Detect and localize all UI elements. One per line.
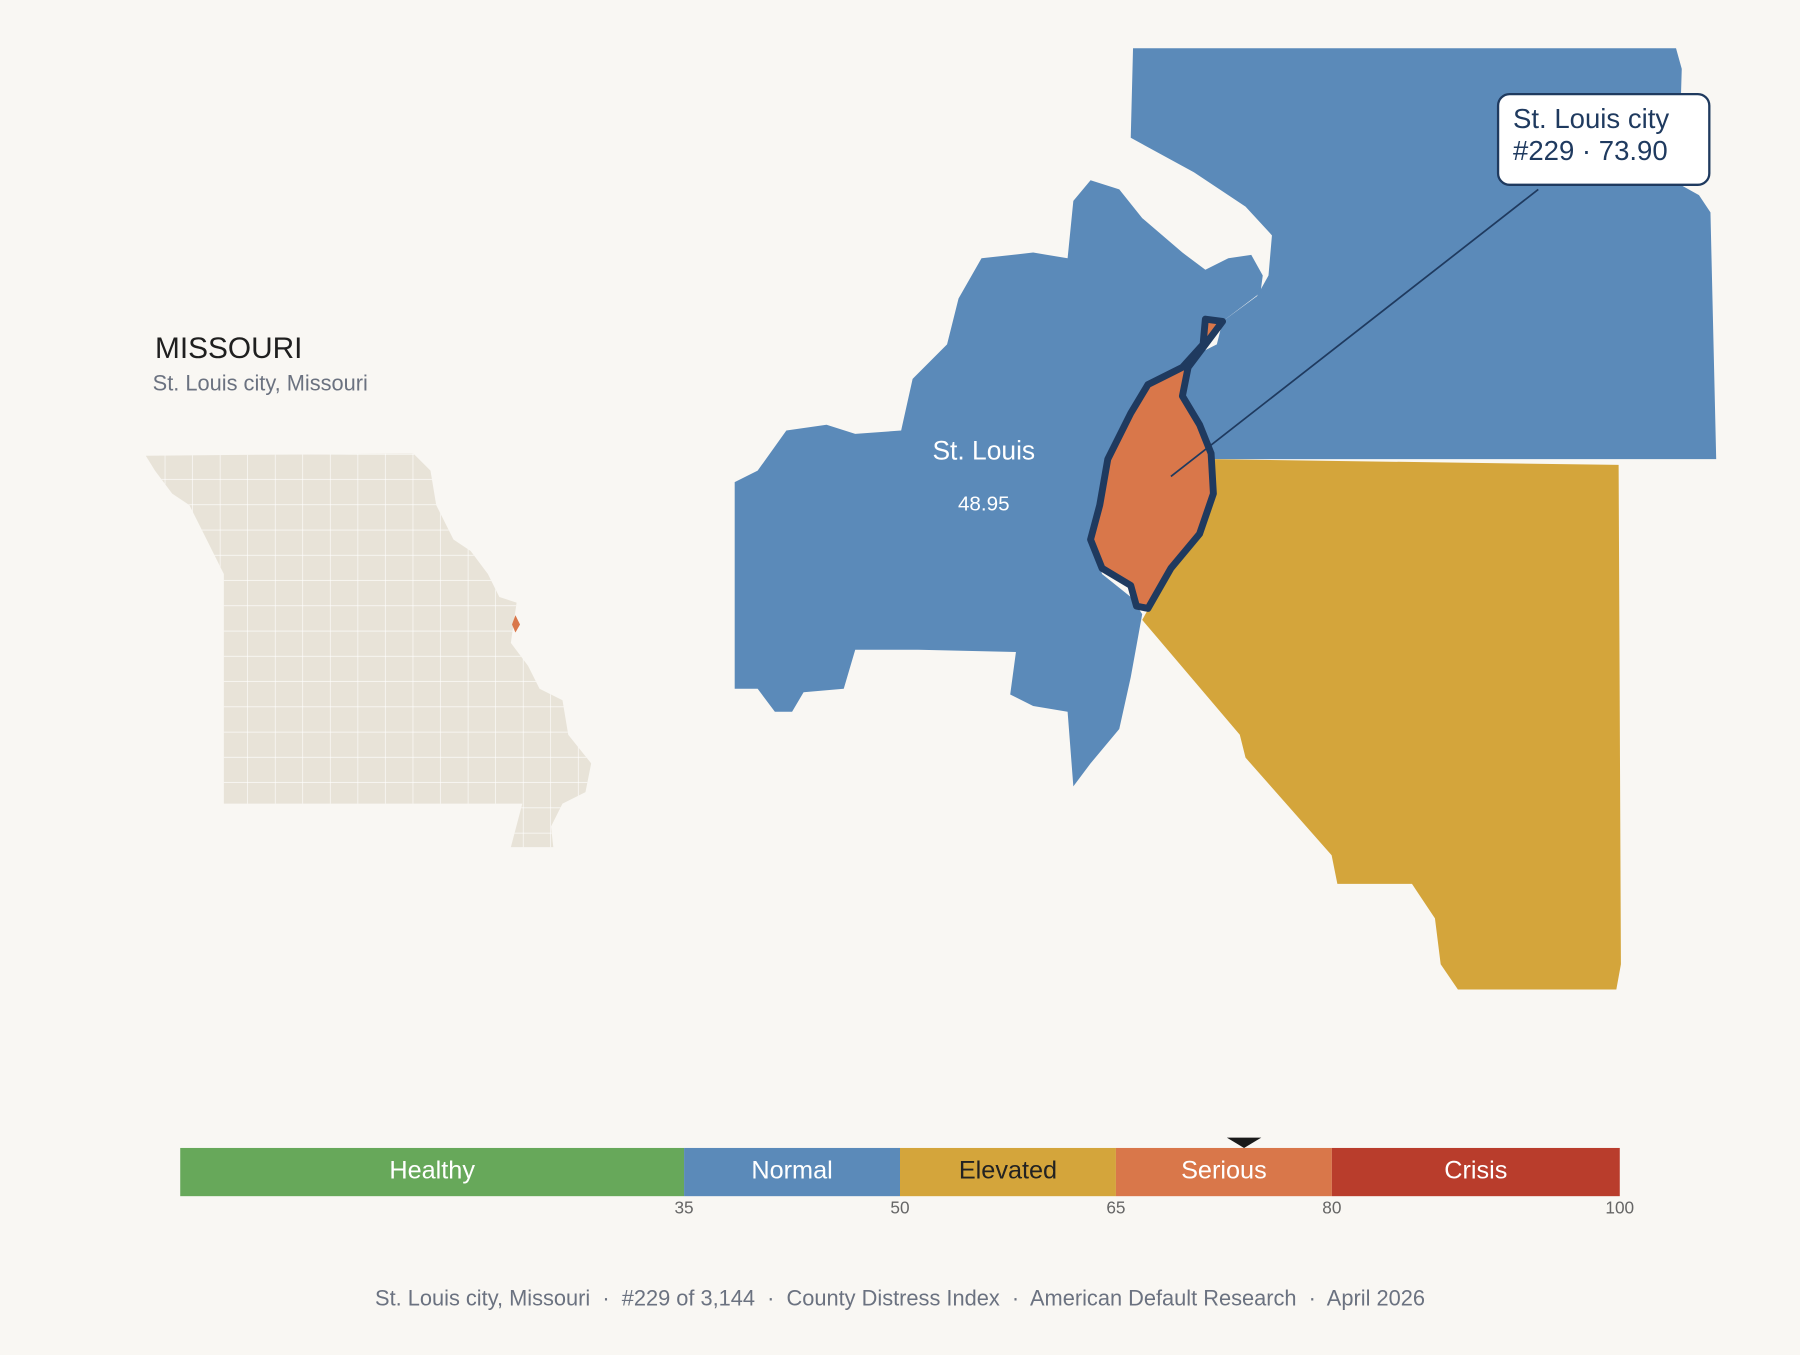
county-label: St. Louis <box>932 435 1035 465</box>
legend-band <box>1115 1147 1332 1197</box>
tick-label: 35 <box>674 1197 693 1217</box>
inset-highlight <box>511 615 521 633</box>
value-marker <box>1226 1137 1262 1148</box>
legend-label: Crisis <box>1444 1157 1507 1185</box>
subtitle: St. Louis city, Missouri <box>153 370 368 395</box>
tick-label: 80 <box>1322 1197 1341 1217</box>
legend-label: Healthy <box>389 1157 475 1185</box>
county-shape <box>734 180 1263 787</box>
footer: St. Louis city, Missouri · #229 of 3,144… <box>375 1285 1425 1310</box>
legend-label: Serious <box>1181 1157 1267 1185</box>
selected-county[interactable] <box>1087 315 1227 612</box>
legend: Healthy Normal Elevated Serious Crisis 35 50 65… <box>180 1137 1634 1217</box>
tooltip-text: #229 · 73.90 <box>1513 135 1668 166</box>
legend-label: Normal <box>751 1157 832 1185</box>
tick-label: 65 <box>1106 1197 1125 1217</box>
tooltip <box>1496 92 1711 186</box>
tick-label: 50 <box>890 1197 909 1217</box>
county-value: 48.95 <box>958 493 1010 516</box>
state-title: MISSOURI <box>155 332 302 365</box>
legend-band <box>1331 1147 1620 1197</box>
legend-band <box>900 1147 1116 1197</box>
legend-label: Elevated <box>959 1157 1057 1185</box>
county-shape <box>1142 459 1621 990</box>
legend-band <box>684 1147 900 1197</box>
legend-band <box>180 1147 685 1197</box>
tooltip-title: St. Louis city <box>1513 103 1669 134</box>
tick-label: 100 <box>1605 1197 1634 1217</box>
leader-line <box>1170 188 1539 478</box>
